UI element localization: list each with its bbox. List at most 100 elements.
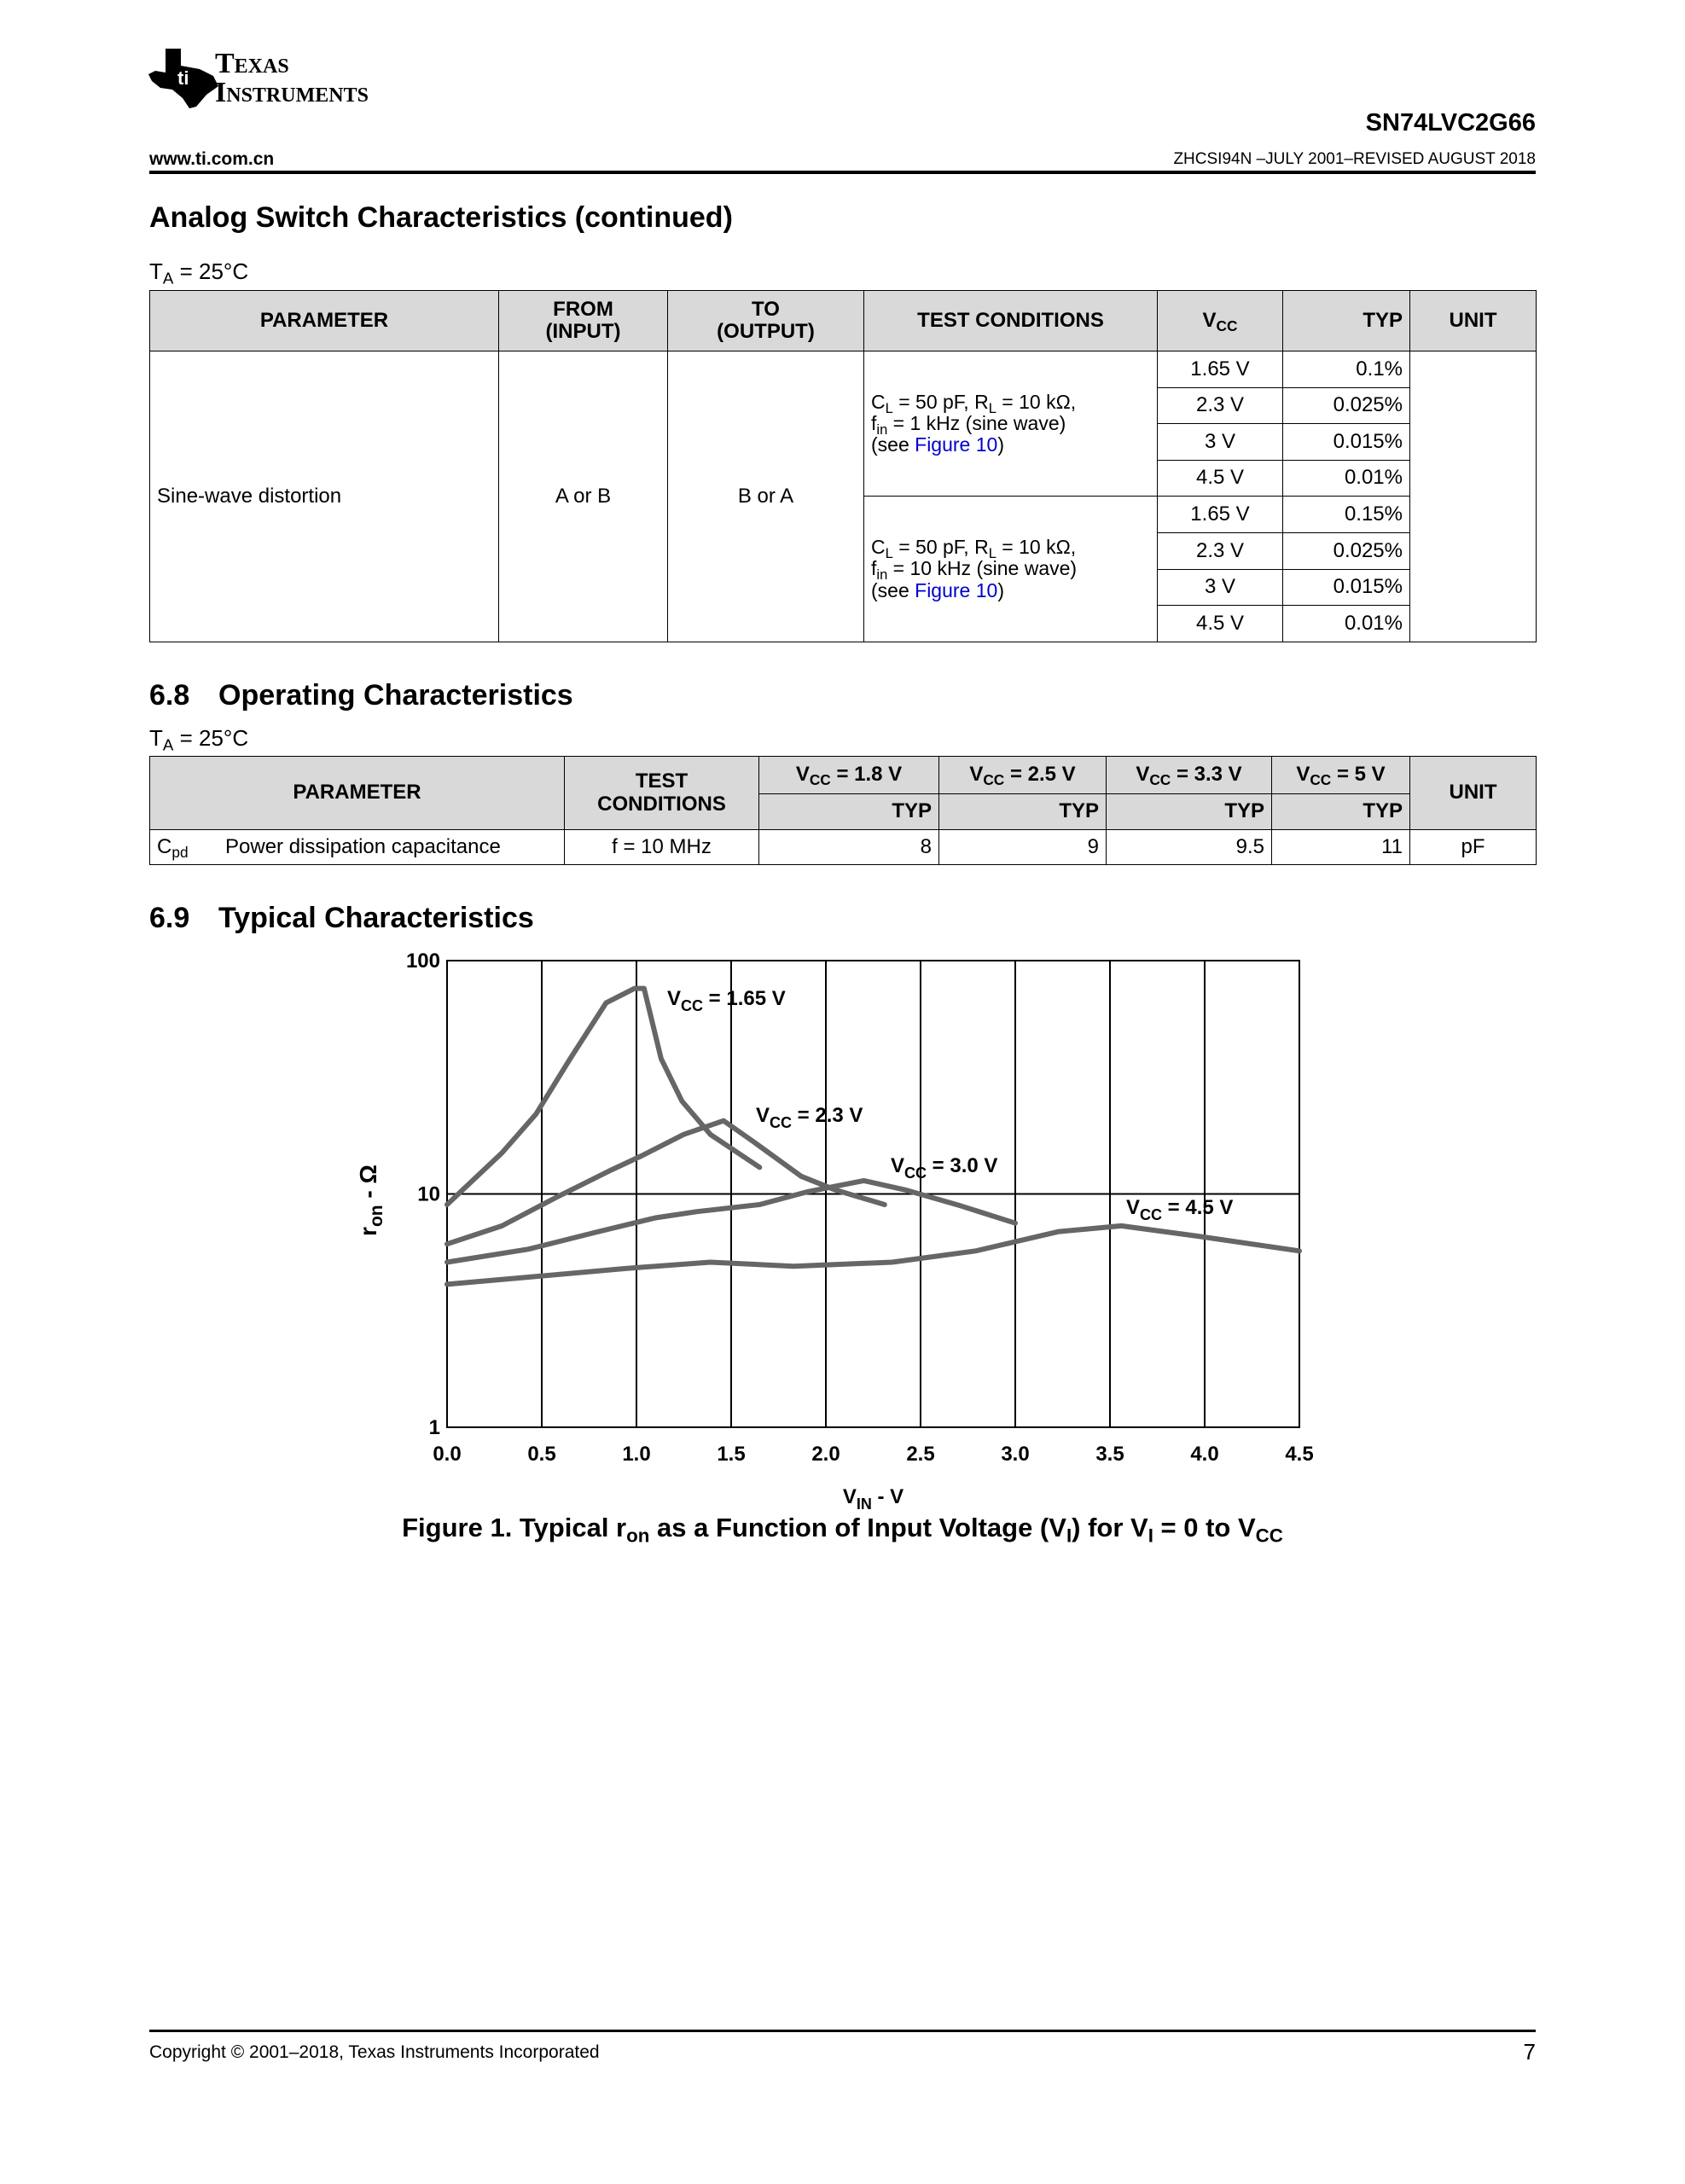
text-run: = 5 V bbox=[1331, 763, 1386, 787]
row: CL = 50 pF, RL = 10 kΩ, fin = 10 kHz (sin… bbox=[150, 496, 1537, 642]
x-tick-label: 2.0 bbox=[811, 1443, 840, 1466]
line bbox=[444, 1223, 1302, 1287]
cell: A or B bbox=[498, 351, 668, 642]
text-run: - V bbox=[872, 1485, 904, 1508]
subscript: L bbox=[885, 399, 893, 416]
header-cell: TYP bbox=[758, 793, 939, 830]
text-run: = 50 pF, R bbox=[892, 390, 989, 413]
condition: TA = 25°C bbox=[149, 725, 248, 752]
part-number: SN74LVC2G66 bbox=[1365, 109, 1536, 136]
header-row: PARAMETER TEST CONDITIONS VCC = 1.8 V VCC = … bbox=[149, 756, 1537, 830]
section-number: 6.9 bbox=[149, 902, 190, 934]
cell: 0.015% bbox=[1282, 423, 1410, 461]
cell: CL = 50 pF, RL = 10 kΩ, fin = 1 kHz (sine… bbox=[863, 350, 1158, 497]
url[interactable]: www.ti.com.cn bbox=[149, 149, 275, 169]
cell: 9 bbox=[938, 829, 1107, 865]
line bbox=[444, 985, 763, 1207]
header-cell: TYP bbox=[1271, 793, 1410, 830]
figure-caption: Figure 1. Typical ron as a Function of I… bbox=[0, 1513, 1685, 1545]
text-run: = 2.5 V bbox=[1004, 763, 1076, 787]
header-cell: FROM (INPUT) bbox=[498, 290, 668, 351]
series-label: VCC = 4.5 V bbox=[1126, 1196, 1233, 1223]
cell: 0.01% bbox=[1282, 605, 1410, 642]
cell: 1.65 V bbox=[1157, 351, 1283, 388]
text-line: PARAMETER bbox=[259, 308, 389, 332]
y-tick-label: 100 bbox=[406, 950, 440, 973]
page-number: 7 bbox=[1523, 2039, 1536, 2065]
text-line: TYP bbox=[1363, 308, 1403, 332]
cell: 0.015% bbox=[1282, 568, 1410, 607]
text-line: fin = 1 kHz (sine wave) bbox=[871, 412, 1150, 436]
header-cell: TO (OUTPUT) bbox=[667, 290, 864, 351]
header-cell: PARAMETER bbox=[149, 290, 499, 351]
cell: 3 V bbox=[1157, 423, 1283, 461]
table: PARAMETER FROM (INPUT) TO (OUTPUT) TEST CONDI… bbox=[149, 290, 1537, 642]
text-run: V bbox=[891, 1154, 904, 1177]
text-line: CONDITIONS bbox=[597, 792, 726, 816]
header-cell: VCC = 1.8 V bbox=[758, 756, 939, 794]
subscript: L bbox=[988, 545, 996, 562]
header-cell: TEST CONDITIONS bbox=[564, 756, 759, 830]
subscript: L bbox=[988, 399, 996, 416]
section-number: 6.8 bbox=[149, 679, 190, 712]
text-run: V bbox=[667, 987, 681, 1010]
cell: 4.5 V bbox=[1157, 459, 1283, 497]
subscript: I bbox=[1066, 1525, 1072, 1547]
table: PARAMETER TEST CONDITIONS VCC = 1.8 V VCC = … bbox=[149, 756, 1537, 865]
text-run: V bbox=[795, 763, 810, 787]
subscript: CC bbox=[904, 1165, 927, 1182]
subscript: pd bbox=[171, 843, 189, 861]
link[interactable]: Figure 10 bbox=[915, 433, 998, 456]
text-line: (see Figure 10) bbox=[871, 578, 1150, 601]
link[interactable]: Figure 10 bbox=[915, 578, 998, 601]
text-run: = 1.65 V bbox=[703, 987, 786, 1010]
doc-id: ZHCSI94N –JULY 2001–REVISED AUGUST 2018 bbox=[1173, 150, 1536, 168]
section-title: Analog Switch Characteristics (continued… bbox=[149, 201, 733, 234]
text-run: - Ω bbox=[355, 1165, 381, 1205]
text-run: V bbox=[756, 1104, 770, 1127]
text-run: (see bbox=[871, 578, 915, 601]
cell: 8 bbox=[758, 829, 939, 865]
series-label: VCC = 1.65 V bbox=[667, 987, 786, 1014]
text-run: f bbox=[871, 412, 877, 435]
header-cell: UNIT bbox=[1409, 756, 1537, 830]
cell: 2.3 V bbox=[1157, 531, 1283, 570]
cell: 1.65 V bbox=[1157, 496, 1283, 533]
text-run: = 3.0 V bbox=[927, 1154, 997, 1177]
text-run: ) bbox=[997, 433, 1004, 456]
symbol: Cpd bbox=[157, 835, 225, 861]
subscript: CC bbox=[1140, 1206, 1162, 1223]
cell: 0.025% bbox=[1282, 386, 1410, 425]
subscript: in bbox=[876, 566, 888, 584]
text-run: = 4.5 V bbox=[1162, 1196, 1233, 1219]
text-run: T bbox=[149, 725, 163, 751]
text-run: as a Function of Input Voltage (V bbox=[649, 1513, 1066, 1542]
x-tick-label: 1.5 bbox=[717, 1443, 745, 1466]
line bbox=[444, 1177, 1018, 1265]
row: 4.5 V 0.01% bbox=[150, 459, 1537, 497]
subscript: on bbox=[367, 1205, 386, 1227]
header-cell: TEST CONDITIONS bbox=[863, 290, 1158, 351]
y-axis-label: ron - Ω bbox=[355, 1165, 386, 1236]
header-cell: TYP bbox=[938, 793, 1107, 830]
section-title: Typical Characteristics bbox=[218, 902, 534, 934]
x-tick-label: 3.5 bbox=[1095, 1443, 1124, 1466]
text-run: = 0 to V bbox=[1153, 1513, 1256, 1542]
cell: CL = 50 pF, RL = 10 kΩ, fin = 10 kHz (sin… bbox=[863, 496, 1158, 642]
x-axis-label: VIN - V bbox=[843, 1485, 904, 1513]
copyright: Copyright © 2001–2018, Texas Instruments… bbox=[149, 2042, 600, 2062]
cell: Cpd Power dissipation capacitance bbox=[149, 829, 565, 865]
text-run: = 50 pF, R bbox=[892, 536, 989, 559]
header-cell: VCC bbox=[1157, 290, 1283, 351]
text-line: FROM bbox=[553, 297, 613, 321]
x-tick-label: 1.0 bbox=[622, 1443, 650, 1466]
cell: 0.025% bbox=[1282, 531, 1410, 570]
text-run: f bbox=[871, 557, 877, 580]
text-line: (see Figure 10) bbox=[871, 434, 1150, 456]
header-cell: UNIT bbox=[1409, 290, 1537, 351]
text-run: C bbox=[871, 390, 886, 413]
text-line: TO bbox=[752, 297, 780, 321]
text-run: = 2.3 V bbox=[792, 1104, 863, 1127]
text-run: V bbox=[1136, 763, 1150, 787]
